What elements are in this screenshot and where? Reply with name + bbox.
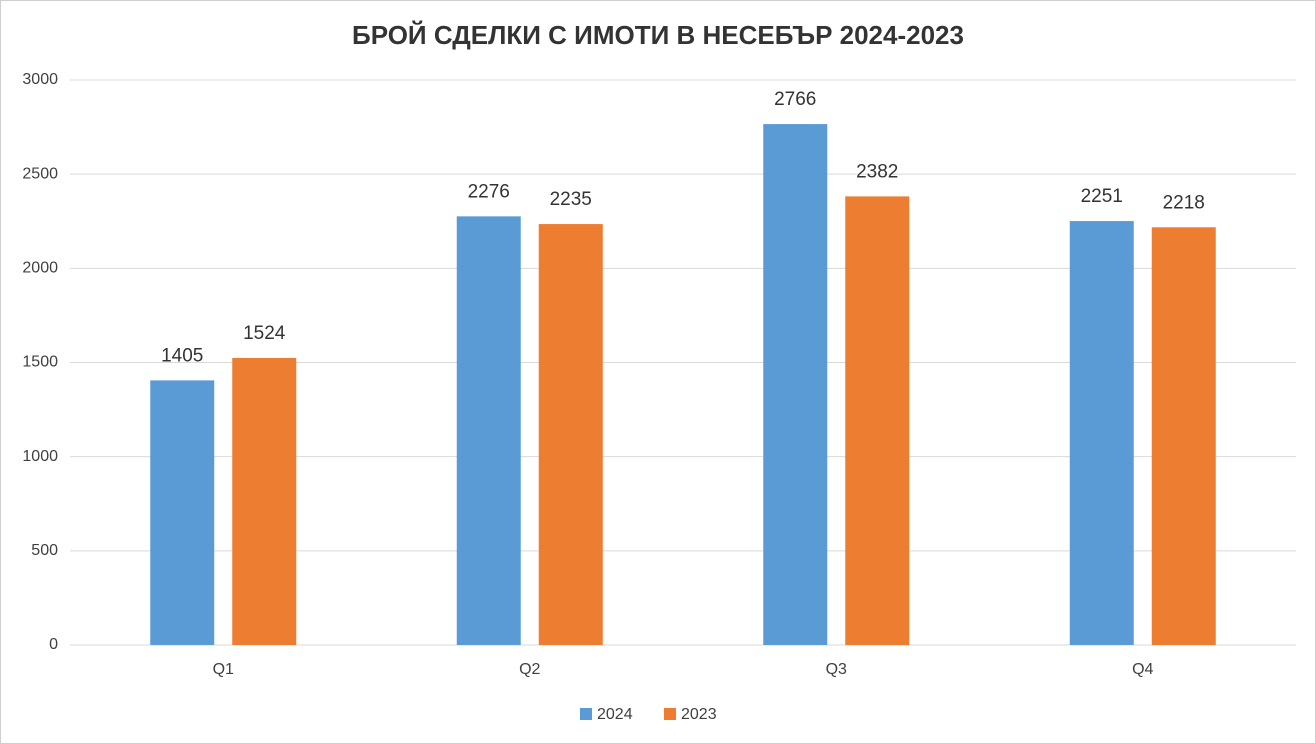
legend-label: 2024 [597, 706, 633, 723]
bar [538, 224, 603, 645]
data-label: 2218 [1163, 192, 1205, 213]
bar [763, 124, 828, 645]
data-label: 2235 [550, 189, 592, 210]
bar [150, 380, 215, 645]
data-label: 2382 [856, 161, 898, 182]
x-tick-label: Q3 [826, 661, 847, 678]
bar [1069, 221, 1134, 646]
x-tick-label: Q1 [213, 661, 234, 678]
bar [232, 357, 297, 645]
y-tick-label: 2500 [22, 165, 58, 182]
y-tick-label: 3000 [22, 71, 58, 88]
data-label: 1524 [243, 323, 286, 344]
legend-swatch [580, 708, 592, 720]
legend-swatch [664, 708, 676, 720]
bar [1151, 227, 1216, 645]
data-label: 2251 [1081, 186, 1123, 207]
data-label: 2276 [468, 181, 510, 202]
y-tick-label: 1500 [22, 354, 58, 371]
y-tick-label: 2000 [22, 260, 58, 277]
data-label: 1405 [161, 345, 203, 366]
data-label: 2766 [774, 89, 816, 110]
x-tick-label: Q4 [1132, 661, 1153, 678]
chart-title: БРОЙ СДЕЛКИ С ИМОТИ В НЕСЕБЪР 2024-2023 [352, 20, 964, 50]
legend-label: 2023 [681, 706, 717, 723]
x-tick-label: Q2 [519, 661, 540, 678]
bar [456, 216, 521, 645]
y-tick-label: 1000 [22, 448, 58, 465]
y-tick-label: 0 [49, 636, 58, 653]
bar [845, 196, 910, 645]
y-tick-label: 500 [31, 542, 58, 559]
